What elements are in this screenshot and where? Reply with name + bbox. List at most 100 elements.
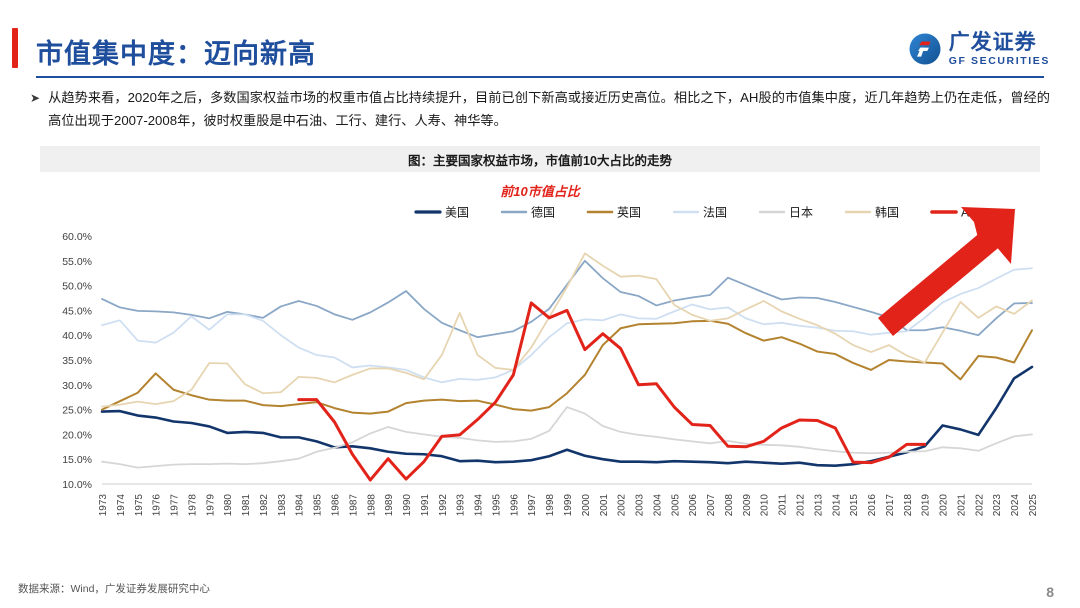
- x-tick-label: 1987: [348, 494, 359, 517]
- slide-header: 市值集中度：迈向新高 广发证券 GF SECURITIES: [0, 0, 1080, 80]
- x-tick-label: 1985: [313, 494, 324, 517]
- y-tick-label: 55.0%: [62, 256, 92, 268]
- legend-item-德国: 德国: [500, 205, 555, 220]
- legend-item-韩国: 韩国: [844, 205, 899, 220]
- series-line-美国: [100, 365, 1034, 467]
- legend-label-美国: 美国: [445, 206, 469, 220]
- x-tick-label: 1999: [563, 494, 574, 517]
- x-tick-label: 1994: [474, 494, 485, 517]
- y-tick-label: 15.0%: [62, 454, 92, 466]
- y-tick-label: 25.0%: [62, 405, 92, 417]
- x-tick-label: 2009: [742, 494, 753, 517]
- page-number: 8: [1046, 584, 1054, 600]
- x-tick-label: 2006: [688, 494, 699, 517]
- chart-title: 图：主要国家权益市场，市值前10大占比的走势: [408, 153, 672, 168]
- x-tick-label: 1979: [205, 494, 216, 517]
- x-tick-label: 1990: [402, 494, 413, 517]
- chart-legend: 美国德国英国法国日本韩国A+H: [414, 205, 985, 220]
- x-tick-label: 2019: [921, 494, 932, 517]
- series-line-A+H: [297, 301, 927, 482]
- x-tick-label: 2021: [956, 494, 967, 517]
- y-tick-label: 45.0%: [62, 305, 92, 317]
- x-tick-label: 2002: [617, 494, 628, 517]
- series-line-英国: [101, 319, 1033, 415]
- legend-label-法国: 法国: [703, 206, 727, 220]
- legend-label-韩国: 韩国: [875, 205, 899, 220]
- legend-item-日本: 日本: [758, 206, 813, 220]
- legend-item-英国: 英国: [586, 206, 641, 220]
- chart-plot-area: 美国德国英国法国日本韩国A+H 10.0%15.0%20.0%25.0%30.0…: [40, 198, 1040, 564]
- x-tick-label: 2008: [724, 494, 735, 517]
- x-tick-label: 2005: [670, 494, 681, 517]
- x-tick-label: 2003: [635, 494, 646, 517]
- x-tick-label: 2000: [581, 494, 592, 517]
- x-tick-label: 1995: [491, 494, 502, 517]
- x-tick-label: 1983: [277, 494, 288, 517]
- x-tick-label: 1981: [241, 494, 252, 517]
- x-axis: 1973 1974 1975 1976 1977 1978 1979 1980 1981 1982…: [98, 483, 1039, 517]
- x-tick-label: 2017: [885, 494, 896, 517]
- series-line-法国: [101, 267, 1033, 384]
- bullet-marker-icon: ➤: [30, 91, 41, 105]
- line-chart: 美国德国英国法国日本韩国A+H 10.0%15.0%20.0%25.0%30.0…: [62, 205, 1039, 517]
- header-divider: [36, 76, 1044, 78]
- logo-name-en: GF SECURITIES: [948, 55, 1050, 67]
- x-tick-label: 1997: [527, 494, 538, 517]
- x-tick-label: 2024: [1010, 494, 1021, 517]
- x-tick-label: 1978: [187, 494, 198, 517]
- legend-label-英国: 英国: [617, 206, 641, 220]
- rising-trend-arrow-icon: [878, 207, 1015, 336]
- y-axis: 10.0% 15.0% 20.0% 25.0% 30.0% 35.0% 40.0% 45.0%…: [62, 231, 92, 491]
- x-tick-label: 1973: [98, 494, 109, 517]
- x-tick-label: 1984: [295, 494, 306, 517]
- series-line-日本: [101, 406, 1033, 469]
- logo-mark-icon: [908, 32, 942, 66]
- x-tick-label: 1993: [456, 494, 467, 517]
- chart-title-bar: 图：主要国家权益市场，市值前10大占比的走势: [40, 146, 1040, 172]
- y-tick-label: 60.0%: [62, 231, 92, 243]
- chart-series-group: [100, 252, 1034, 482]
- x-tick-label: 2011: [778, 494, 789, 516]
- arrow-shaft: [878, 226, 1003, 336]
- page-title: 市值集中度：迈向新高: [36, 39, 316, 69]
- x-tick-label: 1996: [509, 494, 520, 517]
- legend-item-法国: 法国: [672, 206, 727, 220]
- x-tick-label: 1976: [152, 494, 163, 517]
- x-tick-label: 1982: [259, 494, 270, 517]
- x-tick-label: 1977: [170, 494, 181, 517]
- bullet-paragraph: ➤ 从趋势来看，2020年之后，多数国家权益市场的权重市值占比持续提升，目前已创…: [30, 86, 1050, 132]
- x-tick-label: 1991: [420, 494, 431, 517]
- x-tick-label: 2015: [849, 494, 860, 517]
- x-tick-label: 2004: [652, 494, 663, 517]
- gf-securities-logo: 广发证券 GF SECURITIES: [908, 32, 1050, 67]
- x-tick-label: 1988: [366, 494, 377, 517]
- series-line-韩国: [101, 252, 1033, 408]
- x-tick-label: 1998: [545, 494, 556, 517]
- x-tick-label: 2020: [939, 494, 950, 517]
- x-tick-label: 2014: [831, 494, 842, 517]
- x-tick-label: 2023: [992, 494, 1003, 517]
- header-accent-bar: [12, 28, 18, 68]
- x-tick-label: 2001: [599, 494, 610, 517]
- y-tick-label: 10.0%: [62, 479, 92, 491]
- bullet-text: 从趋势来看，2020年之后，多数国家权益市场的权重市值占比持续提升，目前已创下新…: [48, 90, 1050, 128]
- series-line-德国: [101, 259, 1033, 339]
- legend-label-德国: 德国: [531, 205, 555, 220]
- x-tick-label: 2013: [813, 494, 824, 517]
- x-tick-label: 1974: [116, 494, 127, 517]
- logo-name-cn: 广发证券: [948, 31, 1037, 54]
- x-tick-label: 2010: [760, 494, 771, 517]
- y-tick-label: 30.0%: [62, 380, 92, 392]
- x-tick-label: 1980: [223, 494, 234, 517]
- logo-text: 广发证券 GF SECURITIES: [949, 32, 1050, 67]
- legend-item-美国: 美国: [414, 206, 469, 220]
- trend-arrow-annotation: [878, 207, 1015, 336]
- x-tick-label: 1989: [384, 494, 395, 517]
- legend-label-日本: 日本: [789, 206, 813, 220]
- x-tick-label: 1986: [331, 494, 342, 517]
- y-tick-label: 50.0%: [62, 281, 92, 293]
- arrow-head: [961, 207, 1015, 264]
- x-tick-label: 2007: [706, 494, 717, 517]
- x-tick-label: 2022: [974, 494, 985, 517]
- x-tick-label: 2016: [867, 494, 878, 517]
